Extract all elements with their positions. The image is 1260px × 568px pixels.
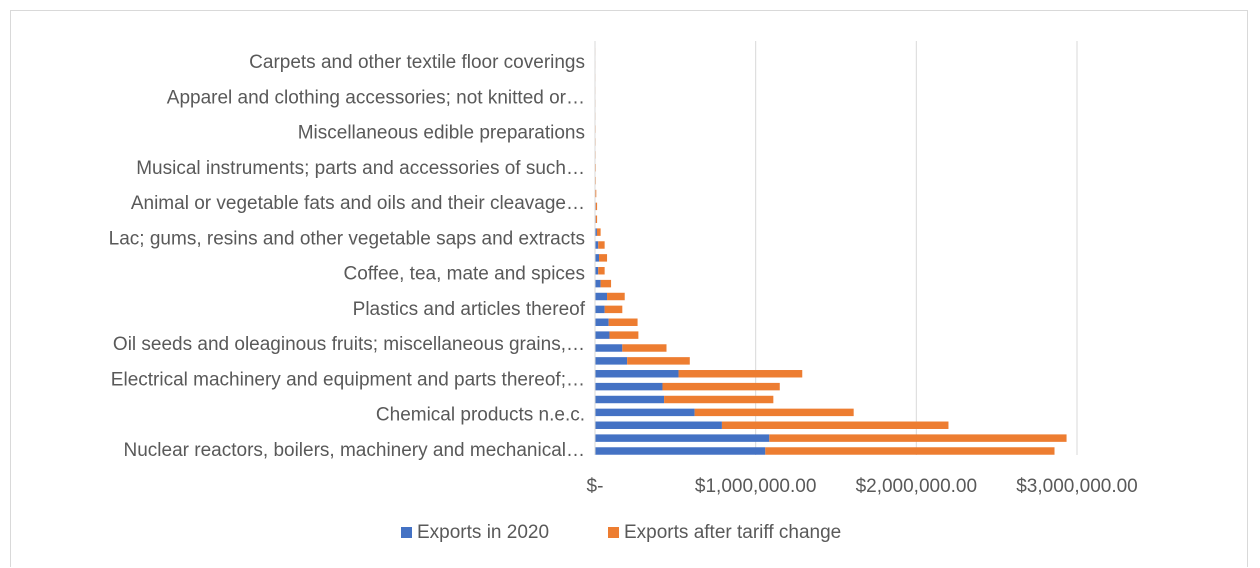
bar-exports-after-tariff-10 <box>608 318 638 326</box>
bar-exports-2020-2 <box>595 421 722 429</box>
x-tick-label: $3,000,000.00 <box>1016 476 1138 497</box>
bar-exports-after-tariff-17 <box>596 228 601 236</box>
bar-exports-2020-0 <box>595 447 766 455</box>
bar-exports-2020-6 <box>595 370 679 378</box>
bar-exports-after-tariff-8 <box>622 344 667 352</box>
legend-label: Exports after tariff change <box>624 522 841 543</box>
bar-exports-2020-8 <box>595 344 623 352</box>
bar-exports-after-tariff-19 <box>595 202 598 211</box>
category-label: Lac; gums, resins and other vegetable sa… <box>109 228 585 249</box>
bar-exports-after-tariff-1 <box>769 434 1067 442</box>
bar-exports-2020-16 <box>595 241 599 249</box>
legend-swatch-0 <box>401 527 412 538</box>
bar-exports-after-tariff-14 <box>598 267 605 275</box>
category-label: Apparel and clothing accessories; not kn… <box>167 87 585 108</box>
bar-exports-2020-14 <box>595 267 599 275</box>
bar-exports-after-tariff-13 <box>600 279 612 288</box>
chart-area: Nuclear reactors, boilers, machinery and… <box>10 10 1248 567</box>
bar-exports-after-tariff-21 <box>595 176 596 185</box>
bar-exports-2020-13 <box>595 279 601 288</box>
category-label: Nuclear reactors, boilers, machinery and… <box>124 440 585 461</box>
bar-exports-after-tariff-0 <box>765 447 1055 455</box>
category-label: Plastics and articles thereof <box>353 299 586 320</box>
bar-exports-2020-7 <box>595 357 628 365</box>
bar-exports-after-tariff-7 <box>627 357 690 365</box>
bar-exports-2020-10 <box>595 318 609 326</box>
bar-exports-2020-17 <box>595 228 597 236</box>
bar-exports-after-tariff-12 <box>607 292 625 301</box>
bar-exports-2020-1 <box>595 434 770 442</box>
bar-exports-2020-5 <box>595 382 663 391</box>
bar-exports-2020-9 <box>595 331 610 339</box>
category-label: Electrical machinery and equipment and p… <box>111 369 585 390</box>
x-tick-label: $2,000,000.00 <box>856 476 978 497</box>
legend-label: Exports in 2020 <box>417 522 549 543</box>
category-label: Chemical products n.e.c. <box>376 405 585 426</box>
category-label: Musical instruments; parts and accessori… <box>136 158 585 179</box>
category-label: Coffee, tea, mate and spices <box>343 264 585 285</box>
bar-exports-after-tariff-11 <box>604 305 623 314</box>
category-label: Carpets and other textile floor covering… <box>249 52 585 73</box>
bar-chart: Nuclear reactors, boilers, machinery and… <box>109 41 1138 543</box>
bar-exports-after-tariff-20 <box>595 189 597 198</box>
bar-exports-2020-4 <box>595 395 665 404</box>
x-tick-label: $- <box>587 476 604 497</box>
bar-exports-after-tariff-5 <box>662 382 780 391</box>
bar-exports-2020-15 <box>595 254 600 262</box>
x-tick-label: $1,000,000.00 <box>695 476 817 497</box>
bar-exports-after-tariff-16 <box>598 241 605 249</box>
bar-exports-2020-3 <box>595 408 695 417</box>
bar-exports-2020-12 <box>595 292 608 301</box>
bar-exports-after-tariff-22 <box>595 164 596 172</box>
bar-exports-after-tariff-9 <box>609 331 639 339</box>
category-label: Oil seeds and oleaginous fruits; miscell… <box>113 334 585 355</box>
bar-exports-after-tariff-6 <box>678 370 803 378</box>
bar-exports-after-tariff-4 <box>664 395 774 404</box>
bar-exports-2020-11 <box>595 305 605 314</box>
category-label: Miscellaneous edible preparations <box>298 123 585 144</box>
bar-exports-after-tariff-3 <box>694 408 854 417</box>
bar-exports-after-tariff-2 <box>721 421 949 429</box>
bar-exports-after-tariff-15 <box>599 254 608 262</box>
category-label: Animal or vegetable fats and oils and th… <box>131 193 585 214</box>
legend-swatch-1 <box>608 527 619 538</box>
bar-exports-after-tariff-18 <box>595 215 598 223</box>
